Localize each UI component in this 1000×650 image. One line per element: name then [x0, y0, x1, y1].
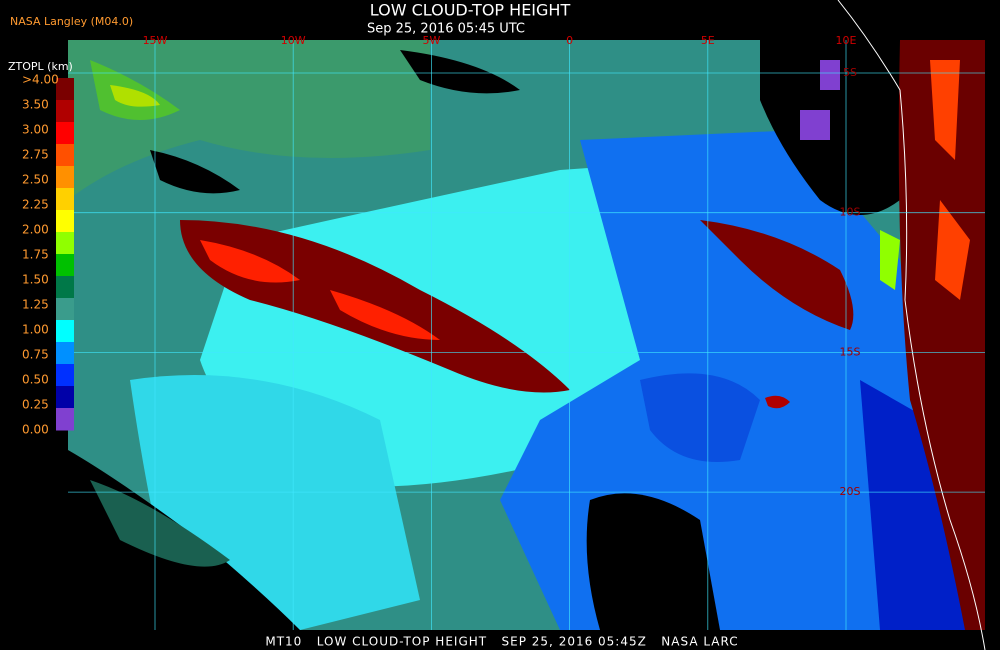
colorbar-label: 0.00: [22, 423, 49, 437]
colorbar-label: 3.00: [22, 123, 49, 137]
lat-label: 5S: [843, 66, 857, 79]
colorbar-label: 0.25: [22, 398, 49, 412]
lon-label: 10W: [281, 34, 306, 47]
graticule: [68, 40, 985, 630]
colorbar-label: 0.75: [22, 348, 49, 362]
lon-label: 0: [566, 34, 573, 47]
colorbar-segment: [56, 298, 74, 321]
colorbar-label: 2.25: [22, 198, 49, 212]
colorbar-segment: [56, 166, 74, 189]
colorbar-label: 2.50: [22, 173, 49, 187]
colorbar-label: 1.25: [22, 298, 49, 312]
lon-label: 15W: [143, 34, 168, 47]
lon-label: 10E: [836, 34, 857, 47]
colorbar-segment: [56, 122, 74, 145]
colorbar-segment: [56, 254, 74, 277]
colorbar-label: 1.75: [22, 248, 49, 262]
colorbar-label: 1.00: [22, 323, 49, 337]
colorbar-segment: [56, 276, 74, 299]
lon-label: 5E: [701, 34, 715, 47]
colorbar-segment: [56, 386, 74, 409]
colorbar-segment: [56, 342, 74, 365]
colorbar-label: 2.75: [22, 148, 49, 162]
colorbar-segment: [56, 210, 74, 233]
colorbar-segment: [56, 408, 74, 431]
colorbar-segment: [56, 78, 74, 101]
imagery: [68, 0, 986, 650]
colorbar-segment: [56, 100, 74, 123]
colorbar-segment: [56, 232, 74, 255]
lat-label: 10S: [840, 206, 861, 219]
colorbar-segment: [56, 364, 74, 387]
colorbar-segment: [56, 320, 74, 343]
colorbar-label: 1.50: [22, 273, 49, 287]
org-label: NASA Langley (M04.0): [10, 15, 133, 28]
title: LOW CLOUD-TOP HEIGHT: [370, 1, 571, 20]
lat-label: 20S: [840, 485, 861, 498]
lat-label: 15S: [840, 345, 861, 358]
date: Sep 25, 2016 05:45 UTC: [367, 22, 525, 37]
colorbar-label: >4.00: [22, 73, 59, 87]
colorbar-label: 2.00: [22, 223, 49, 237]
colorbar-segment: [56, 144, 74, 167]
colorbar-segment: [56, 188, 74, 211]
colorbar-label: 3.50: [22, 98, 49, 112]
footer: MT10 LOW CLOUD-TOP HEIGHT SEP 25, 2016 0…: [265, 635, 738, 649]
colorbar-label: 0.50: [22, 373, 49, 387]
legend-title: ZTOPL (km): [8, 60, 73, 73]
lon-label: 5W: [422, 34, 440, 47]
